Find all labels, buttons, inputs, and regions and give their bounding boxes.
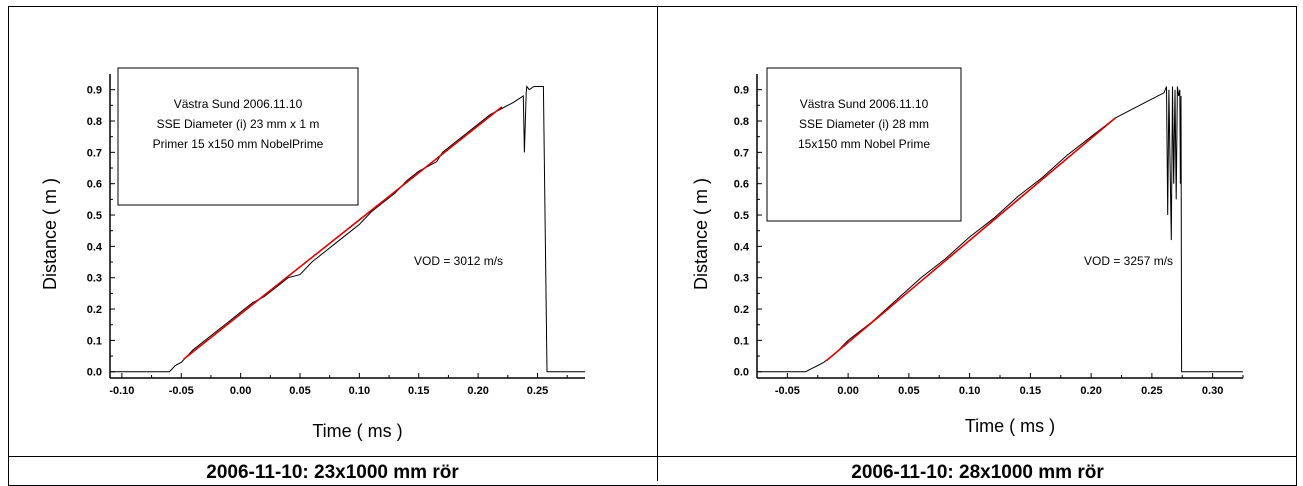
annotation-line: Västra Sund 2006.11.10 [174, 97, 303, 111]
chart-right: 0.0 0.1 0.2 0.3 0.4 0.5 0.6 0.7 0.8 0.9 -0.05 0.00 0… [691, 67, 1244, 436]
x-tick-label: -0.05 [169, 385, 194, 397]
x-tick-label: 0.20 [467, 385, 488, 397]
vod-label: VOD = 3257 m/s [1084, 254, 1173, 268]
x-tick-label: 0.20 [1080, 385, 1101, 397]
x-tick-label: 0.10 [349, 385, 370, 397]
y-tick-label: 0.8 [87, 116, 102, 128]
annotation-line: Västra Sund 2006.11.10 [800, 97, 929, 111]
y-tick-label: 0.4 [87, 241, 103, 253]
x-tick-label: -0.05 [775, 385, 800, 397]
caption-left: 2006-11-10: 23x1000 mm rör [206, 462, 459, 483]
y-tick-label: 0.6 [734, 179, 749, 191]
y-axis-label: Distance ( m ) [691, 178, 711, 290]
y-tick-label: 0.9 [87, 85, 102, 97]
annotation-box [766, 67, 962, 222]
x-tick-label: 0.25 [527, 385, 548, 397]
y-tick-label: 0.5 [734, 210, 749, 222]
y-tick-label: 0.0 [87, 367, 102, 379]
panel-divider [657, 6, 658, 481]
annotation-line: SSE Diameter (i) 23 mm x 1 m [157, 117, 320, 131]
x-tick-label: -0.10 [109, 385, 134, 397]
x-axis-label: Time ( ms ) [965, 416, 1055, 436]
caption-divider [8, 456, 1297, 457]
x-axis-label: Time ( ms ) [312, 421, 402, 441]
y-tick-label: 0.7 [734, 147, 749, 159]
annotation-line: 15x150 mm Nobel Prime [798, 137, 930, 151]
annotation-line: Primer 15 x150 mm NobelPrime [153, 137, 324, 151]
y-tick-label: 0.1 [87, 335, 102, 347]
chart-left: 0.0 0.1 0.2 0.3 0.4 0.5 0.6 0.7 0.8 0.9 -0.10 -0.05… [40, 67, 585, 441]
x-tick-label: 0.10 [959, 385, 980, 397]
y-tick-label: 0.7 [87, 147, 102, 159]
y-tick-label: 0.2 [87, 304, 102, 316]
x-tick-label: 0.05 [898, 385, 919, 397]
y-tick-label: 0.6 [87, 179, 102, 191]
measured-distance-line [110, 85, 585, 373]
x-tick-label: 0.15 [1020, 385, 1041, 397]
y-tick-label: 0.3 [734, 273, 749, 285]
y-tick-label: 0.8 [734, 116, 749, 128]
y-tick-label: 0.3 [87, 273, 102, 285]
x-tick-label: 0.25 [1141, 385, 1162, 397]
annotation-box [117, 67, 359, 206]
x-tick-label: 0.05 [289, 385, 310, 397]
y-tick-label: 0.1 [734, 335, 749, 347]
y-axis-label: Distance ( m ) [40, 178, 60, 290]
vod-label: VOD = 3012 m/s [414, 254, 503, 268]
vod-fit-line [183, 106, 503, 360]
annotation-line: SSE Diameter (i) 28 mm [799, 117, 929, 131]
y-tick-label: 0.5 [87, 210, 102, 222]
caption-right: 2006-11-10: 28x1000 mm rör [851, 462, 1104, 483]
x-tick-label: 0.00 [230, 385, 251, 397]
y-tick-label: 0.0 [734, 367, 749, 379]
y-tick-label: 0.9 [734, 85, 749, 97]
y-tick-label: 0.2 [734, 304, 749, 316]
vod-fit-line [825, 117, 1116, 362]
x-tick-label: 0.30 [1202, 385, 1223, 397]
x-tick-label: 0.00 [837, 385, 858, 397]
y-tick-label: 0.4 [734, 241, 750, 253]
x-tick-label: 0.15 [408, 385, 429, 397]
